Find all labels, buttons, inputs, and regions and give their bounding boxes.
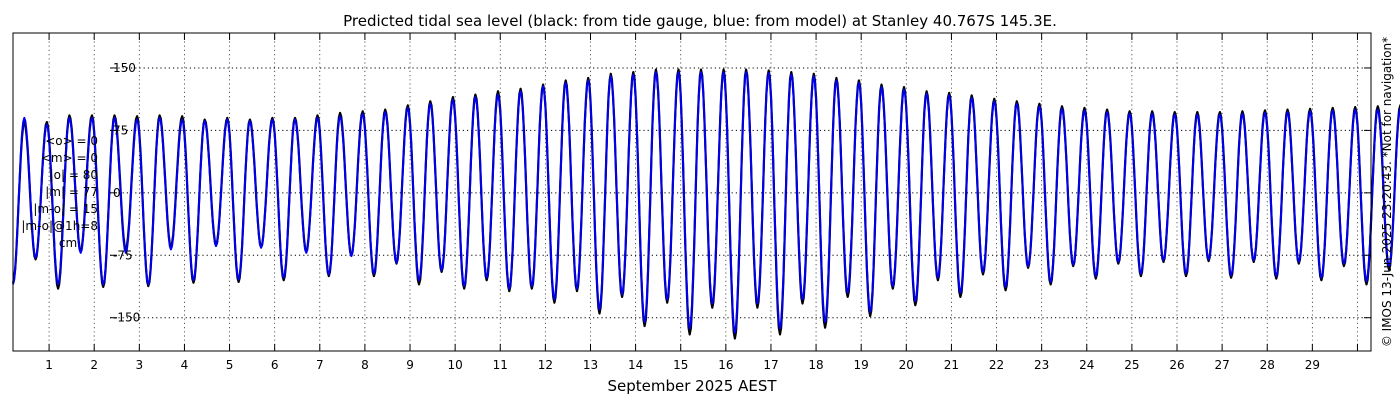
x-tick-label: 26: [1169, 358, 1184, 372]
grid-layer: [48, 33, 1371, 351]
x-tick-label: 3: [136, 358, 144, 372]
x-axis-label: September 2025 AEST: [607, 377, 777, 395]
stats-line: <m> = 0: [41, 151, 98, 165]
x-tick-label: 24: [1079, 358, 1094, 372]
stats-line: cm: [59, 236, 77, 250]
x-tick-label: 9: [406, 358, 414, 372]
x-tick-label: 16: [718, 358, 733, 372]
x-tick-label: 10: [447, 358, 462, 372]
x-tick-label: 4: [181, 358, 189, 372]
x-tick-label: 27: [1214, 358, 1229, 372]
series-line-2: [12, 71, 1400, 334]
x-tick-labels: 1 2 3 4 5 6 7 8 9 10 11 12 13 14 15 16 17 18 19 20 21 22 23 24 2…: [45, 358, 1320, 372]
stats-line: |o| = 80: [50, 168, 98, 182]
x-tick-label: 20: [899, 358, 914, 372]
x-tick-label: 29: [1305, 358, 1320, 372]
x-tick-label: 7: [316, 358, 324, 372]
copyright-notice: © IMOS 13-Jun-2025 23:20:43. *Not for na…: [1380, 37, 1394, 347]
x-tick-label: 12: [538, 358, 553, 372]
x-tick-label: 18: [808, 358, 823, 372]
tick-layer: [48, 33, 1371, 351]
x-tick-label: 23: [1034, 358, 1049, 372]
stats-line: |m-o|@1h=8: [21, 219, 98, 233]
x-tick-label: 1: [45, 358, 53, 372]
x-tick-label: 19: [854, 358, 869, 372]
x-tick-label: 25: [1124, 358, 1139, 372]
y-tick-label: 75: [113, 123, 128, 137]
chart-title: Predicted tidal sea level (black: from t…: [343, 12, 1057, 30]
y-tick-label: 0: [113, 186, 121, 200]
y-tick-label: -150: [113, 311, 140, 325]
x-tick-label: 8: [361, 358, 369, 372]
stats-line: |m| = 77: [45, 185, 98, 199]
x-tick-label: 13: [583, 358, 598, 372]
x-tick-label: 6: [271, 358, 279, 372]
x-tick-label: 2: [90, 358, 98, 372]
x-tick-label: 17: [763, 358, 778, 372]
plot-frame: [12, 32, 1372, 352]
x-tick-label: 5: [226, 358, 234, 372]
x-tick-label: 21: [944, 358, 959, 372]
x-tick-label: 15: [673, 358, 688, 372]
y-tick-labels: -150 -75 0 75 150: [113, 61, 140, 325]
x-tick-label: 22: [989, 358, 1004, 372]
stats-line: |m-o| = 15: [33, 202, 98, 216]
series-layer: [11, 68, 1400, 340]
x-tick-label: 14: [628, 358, 643, 372]
x-tick-label: 11: [493, 358, 508, 372]
stats-line: <o> = 0: [45, 134, 98, 148]
y-tick-label: 150: [113, 61, 136, 75]
y-tick-label: -75: [113, 248, 133, 262]
stats-block: <o> = 0 <m> = 0 |o| = 80 |m| = 77 |m-o| = 15…: [21, 134, 98, 250]
x-tick-label: 28: [1260, 358, 1275, 372]
